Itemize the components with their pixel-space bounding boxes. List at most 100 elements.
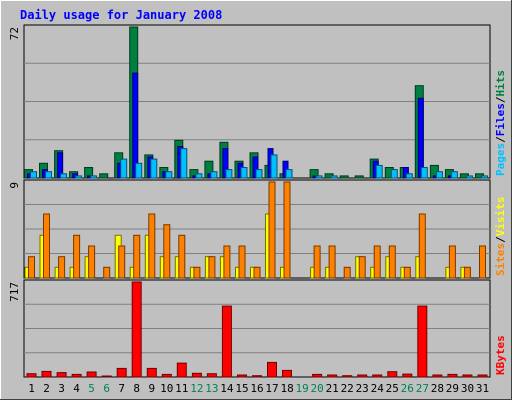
x-tick-label-8: 8 — [133, 382, 140, 395]
panel-kbytes: 717 KBytes — [8, 279, 507, 378]
bar-kbytes-day-30 — [462, 374, 473, 378]
legend-entry: Visits — [494, 197, 507, 237]
bar-pages-day-24 — [375, 164, 383, 179]
bar-kbytes-day-12 — [191, 372, 202, 378]
x-axis-labels: 1 2 3 4 5 6 7 8 9 10 11 12 13 14 15 16 17 18 19 20 21 22 23 24 2… — [28, 382, 489, 395]
bar-pages-day-11 — [180, 148, 188, 179]
bar-kbytes-day-18 — [282, 369, 292, 378]
bar-kbytes-day-2 — [41, 370, 52, 378]
bar-sites-day-27 — [418, 213, 426, 279]
x-tick-label-31: 31 — [476, 382, 489, 395]
bar-sites-day-31 — [479, 245, 486, 279]
x-tick-label-24: 24 — [371, 382, 385, 395]
bar-pages-day-25 — [390, 169, 398, 179]
bar-sites-day-23 — [358, 256, 366, 279]
bar-sites-day-11 — [178, 234, 186, 279]
bar-kbytes-day-25 — [387, 371, 398, 378]
x-tick-label-11: 11 — [175, 382, 188, 395]
x-tick-label-25: 25 — [386, 382, 399, 395]
x-tick-label-10: 10 — [160, 382, 173, 395]
legend-entry: Sites — [494, 243, 507, 276]
bar-kbytes-day-9 — [146, 367, 157, 378]
bar-kbytes-day-23 — [357, 374, 368, 378]
bar-kbytes-day-4 — [71, 373, 82, 378]
legend-entry: Hits — [494, 70, 507, 97]
bar-pages-day-26 — [405, 173, 413, 179]
bar-sites-day-16 — [253, 266, 261, 279]
y-max-label: 72 — [8, 27, 21, 40]
x-tick-label-3: 3 — [58, 382, 65, 395]
bar-sites-day-5 — [88, 245, 96, 279]
bar-pages-day-8 — [135, 162, 143, 179]
bar-pages-day-17 — [270, 154, 278, 179]
bar-kbytes-day-24 — [372, 374, 383, 378]
bar-sites-day-18 — [283, 181, 291, 279]
x-tick-label-28: 28 — [431, 382, 444, 395]
x-tick-label-14: 14 — [220, 382, 234, 395]
x-tick-label-27: 27 — [416, 382, 429, 395]
x-tick-label-22: 22 — [341, 382, 354, 395]
bar-sites-day-30 — [463, 266, 471, 279]
x-tick-label-21: 21 — [326, 382, 339, 395]
legend-hits-files-pages: Pages/Files/Hits — [494, 70, 507, 176]
x-tick-label-12: 12 — [190, 382, 203, 395]
x-tick-label-6: 6 — [103, 382, 110, 395]
bar-pages-day-29 — [450, 171, 458, 179]
bar-pages-day-5 — [90, 175, 98, 179]
x-tick-label-23: 23 — [356, 382, 369, 395]
bar-sites-day-3 — [58, 256, 66, 279]
x-tick-label-15: 15 — [235, 382, 248, 395]
bar-pages-day-21 — [330, 175, 338, 179]
y-max-label: 9 — [8, 182, 21, 189]
x-tick-label-1: 1 — [28, 382, 35, 395]
x-tick-label-26: 26 — [401, 382, 414, 395]
bar-kbytes-day-11 — [176, 362, 187, 378]
bar-pages-day-18 — [285, 169, 293, 179]
bar-sites-day-1 — [28, 256, 35, 279]
legend-kbytes: KBytes — [494, 335, 507, 375]
bar-kbytes-day-29 — [447, 373, 458, 378]
bar-sites-day-20 — [313, 245, 321, 279]
bar-sites-day-25 — [388, 245, 396, 279]
bar-kbytes-day-10 — [161, 373, 172, 378]
bar-pages-day-27 — [420, 167, 428, 179]
bar-hits-day-6 — [99, 173, 109, 179]
bar-kbytes-day-14 — [221, 305, 232, 378]
bar-sites-day-10 — [163, 224, 171, 279]
bar-kbytes-day-31 — [477, 374, 488, 378]
legend-entry: / — [494, 236, 507, 243]
x-tick-label-17: 17 — [265, 382, 278, 395]
bar-pages-day-10 — [165, 171, 173, 179]
bar-kbytes-day-22 — [342, 375, 353, 378]
bar-kbytes-day-26 — [402, 373, 413, 378]
bar-sites-day-12 — [193, 266, 201, 279]
bar-sites-day-26 — [403, 266, 411, 279]
legend-entry: KBytes — [494, 335, 507, 375]
bar-sites-day-13 — [208, 256, 216, 279]
x-tick-label-7: 7 — [118, 382, 125, 395]
bar-hits-day-22 — [339, 175, 349, 179]
bar-sites-day-21 — [328, 245, 336, 279]
bar-kbytes-day-5 — [86, 371, 97, 378]
bar-kbytes-day-17 — [267, 361, 277, 378]
bar-sites-day-9 — [148, 213, 156, 279]
bar-pages-day-13 — [210, 171, 218, 179]
bar-kbytes-day-28 — [432, 374, 443, 378]
x-tick-label-29: 29 — [446, 382, 459, 395]
bar-kbytes-day-21 — [327, 374, 338, 378]
legend-entry: / — [494, 96, 507, 103]
x-tick-label-16: 16 — [250, 382, 263, 395]
bar-kbytes-day-13 — [206, 373, 217, 378]
x-tick-label-20: 20 — [310, 382, 323, 395]
bar-sites-day-14 — [223, 245, 231, 279]
bar-sites-day-7 — [118, 245, 126, 279]
bar-sites-day-22 — [343, 266, 351, 279]
bar-pages-day-1 — [30, 171, 37, 179]
bar-pages-day-16 — [255, 169, 263, 179]
bar-sites-day-29 — [448, 245, 456, 279]
bar-kbytes-day-8 — [131, 281, 142, 378]
bar-kbytes-day-1 — [26, 373, 37, 378]
bar-hits-day-23 — [354, 175, 364, 179]
